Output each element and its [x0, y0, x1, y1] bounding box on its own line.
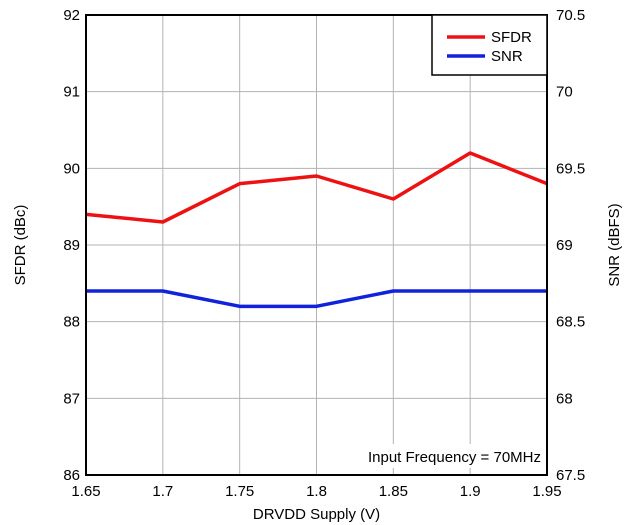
legend: SFDR SNR — [431, 14, 548, 76]
legend-box — [431, 14, 548, 76]
y-tick-label-left: 91 — [63, 84, 80, 101]
plot-area-frame — [85, 14, 548, 476]
series-line-sfdr — [85, 151, 548, 224]
series-line-snr — [86, 289, 547, 309]
legend-label-snr: SNR — [491, 48, 523, 65]
annotation-label: Input Frequency = 70MHz — [368, 449, 541, 466]
grid-lines — [85, 14, 548, 476]
x-tick-label: 1.65 — [71, 483, 100, 500]
y-tick-label-right: 69.5 — [556, 160, 585, 177]
y-tick-label-right: 70 — [556, 84, 573, 101]
legend-label-sfdr: SFDR — [491, 29, 532, 46]
x-tick-label: 1.7 — [152, 483, 173, 500]
x-tick-label: 1.95 — [532, 483, 561, 500]
y-tick-label-right: 68.5 — [556, 314, 585, 331]
y-tick-label-left: 86 — [63, 467, 80, 484]
series-lines — [85, 151, 548, 309]
x-tick-label: 1.8 — [306, 483, 327, 500]
y-tick-label-left: 88 — [63, 314, 80, 331]
x-tick-label: 1.9 — [460, 483, 481, 500]
axis-ticks: 1.65 1.7 1.75 1.8 1.85 1.9 1.95 86 87 88 89 90 91 92 6… — [63, 7, 585, 500]
y-tick-label-right: 70.5 — [556, 7, 585, 24]
y-tick-label-right: 67.5 — [556, 467, 585, 484]
x-tick-label: 1.75 — [225, 483, 254, 500]
y-tick-label-left: 92 — [63, 7, 80, 24]
x-tick-label: 1.85 — [379, 483, 408, 500]
y-axis-title-left: SFDR (dBc) — [12, 205, 29, 286]
x-axis-title: DRVDD Supply (V) — [253, 506, 380, 523]
y-tick-label-left: 90 — [63, 160, 80, 177]
y-tick-label-left: 87 — [63, 390, 80, 407]
y-tick-label-right: 69 — [556, 237, 573, 254]
y-axis-title-right: SNR (dBFS) — [606, 203, 623, 286]
y-tick-label-left: 89 — [63, 237, 80, 254]
annotation-background — [338, 444, 546, 468]
y-tick-label-right: 68 — [556, 390, 573, 407]
